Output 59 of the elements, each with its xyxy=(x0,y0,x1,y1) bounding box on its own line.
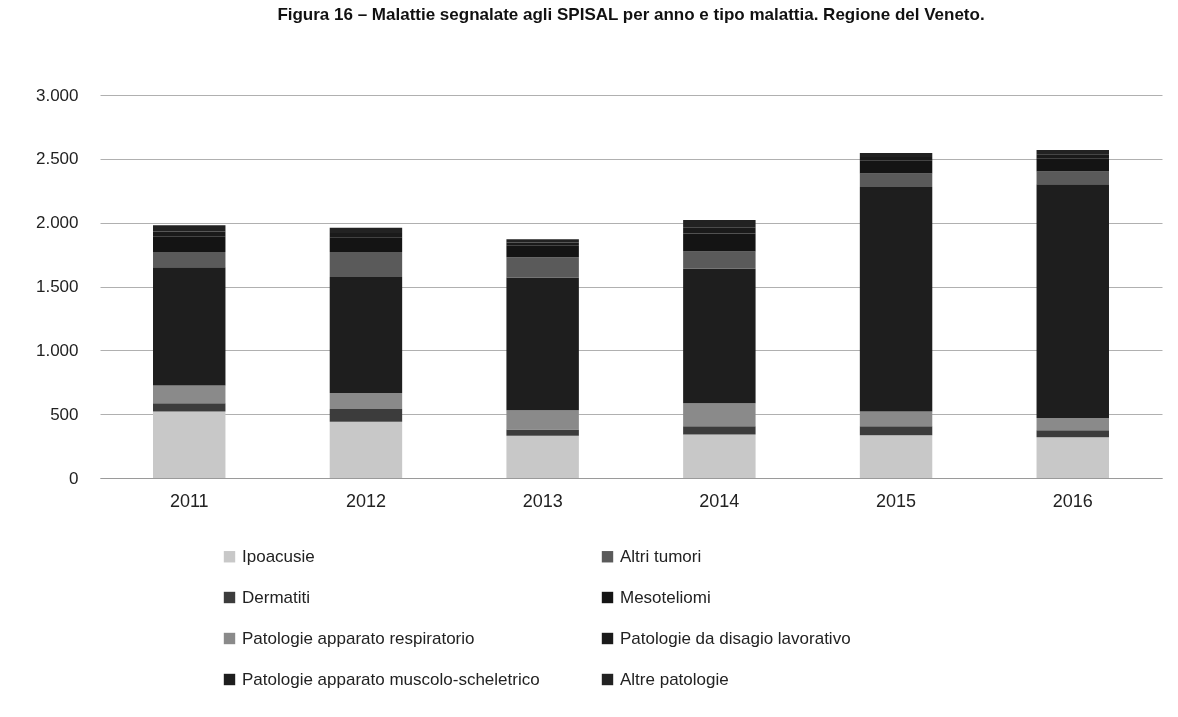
bar xyxy=(683,251,756,269)
bar xyxy=(329,227,403,233)
x-tick-label: 2016 xyxy=(1052,490,1093,511)
x-tick-label: 2012 xyxy=(345,490,386,511)
bar xyxy=(859,411,933,427)
bar xyxy=(153,411,226,478)
bar xyxy=(683,268,756,404)
x-tick-label: 2015 xyxy=(876,490,917,511)
bar xyxy=(329,393,403,410)
y-tick-label: 1.500 xyxy=(35,277,79,296)
chart-title: Figura 16 – Malattie segnalate agli SPISAL per anno e tipo malattia. Regione del Veneto. xyxy=(277,5,985,24)
bar xyxy=(329,237,403,253)
bar xyxy=(1036,437,1109,478)
legend-label: Mesoteliomi xyxy=(620,587,711,607)
bar xyxy=(153,236,226,253)
bar xyxy=(153,403,226,412)
bar xyxy=(506,245,579,258)
bar xyxy=(506,429,579,436)
legend-label: Altre patologie xyxy=(620,669,729,689)
legend-label: Altri tumori xyxy=(620,546,702,566)
legend-label: Ipoacusie xyxy=(242,546,315,566)
x-tick-label: 2014 xyxy=(699,490,740,511)
bar xyxy=(859,153,933,157)
legend-label: Dermatiti xyxy=(242,587,311,607)
legend-label: Patologie da disagio lavorativo xyxy=(620,628,851,648)
y-tick-label: 1.000 xyxy=(35,340,79,360)
bar xyxy=(506,277,579,411)
bar xyxy=(506,257,579,278)
bar xyxy=(329,421,403,478)
bar xyxy=(1036,171,1109,185)
bar xyxy=(329,252,403,277)
x-tick-label: 2013 xyxy=(522,490,563,511)
bar xyxy=(859,173,933,187)
legend-label: Patologie apparato muscolo-scheletrico xyxy=(242,669,540,689)
y-tick-label: 0 xyxy=(69,468,79,488)
bar xyxy=(859,426,933,436)
y-tick-label: 2.500 xyxy=(35,149,79,169)
bar xyxy=(1036,430,1109,438)
bar xyxy=(506,410,579,430)
bar xyxy=(683,403,756,427)
bar xyxy=(859,186,933,412)
bar xyxy=(1036,158,1109,172)
x-tick-label: 2011 xyxy=(169,490,209,511)
bar xyxy=(153,267,226,386)
bar xyxy=(683,434,756,478)
bar xyxy=(329,409,403,422)
bar xyxy=(1036,418,1109,431)
y-tick-label: 3.000 xyxy=(35,85,79,105)
bar xyxy=(506,435,579,478)
y-tick-label: 500 xyxy=(50,404,79,424)
y-tick-label: 2.000 xyxy=(35,213,79,233)
bar xyxy=(329,276,403,394)
bar xyxy=(153,252,226,268)
bar xyxy=(859,435,933,478)
bar xyxy=(683,426,756,435)
legend-label: Patologie apparato respiratorio xyxy=(242,628,475,648)
bar xyxy=(153,385,226,404)
bar xyxy=(1036,184,1109,418)
bar xyxy=(859,160,933,174)
